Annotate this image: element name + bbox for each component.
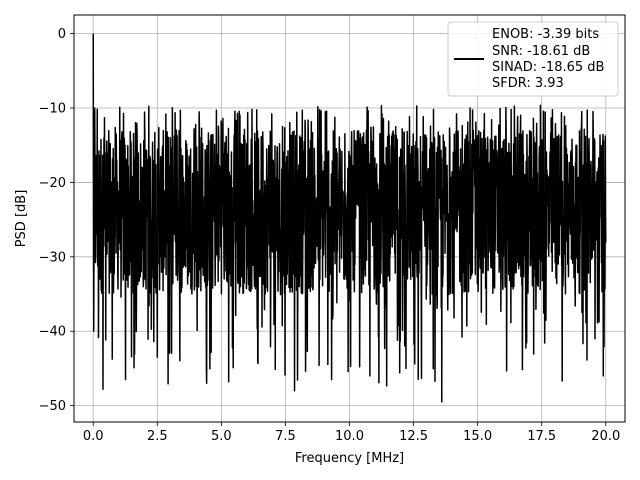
legend-sfdr: SFDR: 3.93 — [492, 76, 564, 91]
legend-enob: ENOB: -3.39 bits — [492, 27, 599, 42]
x-tick-label: 0.0 — [83, 429, 104, 444]
legend-snr: SNR: -18.61 dB — [492, 44, 590, 59]
y-tick-label: −40 — [39, 325, 66, 340]
y-tick-label: −10 — [39, 102, 66, 117]
psd-series — [92, 33, 607, 403]
legend-box — [447, 21, 619, 97]
y-tick-label: −50 — [39, 399, 66, 414]
x-tick-label: 5.0 — [211, 429, 232, 444]
x-tick-label: 10.0 — [335, 429, 364, 444]
tick-layer: 0.0 2.5 5.0 7.5 10.0 12.5 15.0 17.5 20.0 0 −10 −20 −… — [39, 27, 621, 444]
y-tick-label: −30 — [39, 250, 66, 265]
legend-sinad: SINAD: -18.65 dB — [492, 60, 604, 75]
x-tick-label: 2.5 — [147, 429, 168, 444]
y-tick-label: −20 — [39, 176, 66, 191]
y-axis-label: PSD [dB] — [14, 190, 29, 248]
x-tick-label: 20.0 — [591, 429, 620, 444]
y-tick-label: 0 — [58, 27, 66, 42]
x-tick-label: 12.5 — [399, 429, 428, 444]
legend: ENOB: -3.39 bits SNR: -18.61 dB SINAD: -… — [447, 21, 619, 97]
psd-line — [92, 33, 607, 403]
x-tick-label: 15.0 — [463, 429, 492, 444]
x-tick-label: 17.5 — [527, 429, 556, 444]
x-axis-label: Frequency [MHz] — [295, 451, 404, 466]
x-tick-label: 7.5 — [275, 429, 296, 444]
